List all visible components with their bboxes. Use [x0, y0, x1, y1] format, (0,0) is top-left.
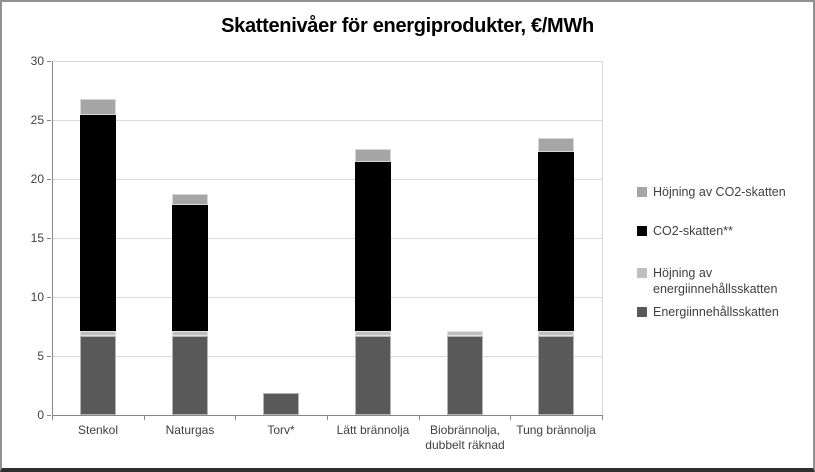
y-axis-label: 25	[30, 113, 44, 127]
x-axis-line	[52, 415, 603, 416]
chart-legend: Höjning av CO2-skatten CO2-skatten** Höjni…	[637, 184, 813, 320]
x-axis-label: Stenkol	[77, 423, 119, 437]
y-axis-tick	[47, 415, 51, 416]
x-axis-tick	[327, 416, 328, 420]
legend-item: Höjning av energiinnehållsskatten	[637, 265, 813, 298]
bar-segment	[447, 331, 483, 336]
gridline	[52, 179, 602, 180]
bar-segment	[172, 336, 208, 415]
bar-segment	[538, 336, 574, 415]
y-axis-label: 0	[37, 408, 44, 422]
x-axis-label: Torv*	[267, 423, 295, 437]
bar-segment	[172, 194, 208, 205]
x-axis-tick	[144, 416, 145, 420]
y-axis-tick	[47, 179, 51, 180]
bar-segment	[355, 149, 391, 162]
bar-segment	[447, 336, 483, 415]
y-axis-tick	[47, 297, 51, 298]
bar-segment	[263, 393, 299, 415]
bar-segment	[80, 336, 116, 415]
legend-label: Energiinnehållsskatten	[653, 305, 779, 319]
y-axis-label: 15	[30, 231, 44, 245]
bar-segment	[355, 331, 391, 336]
y-axis-tick	[47, 61, 51, 62]
y-axis-tick	[47, 120, 51, 121]
x-axis-label: Biobrännolja, dubbelt räknad	[425, 423, 505, 452]
x-axis-label: Lätt brännolja	[336, 423, 410, 437]
legend-label: Höjning av CO2-skatten	[653, 185, 786, 199]
bar-segment	[172, 331, 208, 336]
bar-segment	[538, 138, 574, 152]
bar-segment	[80, 115, 116, 331]
x-axis-tick	[419, 416, 420, 420]
x-axis-tick	[602, 416, 603, 420]
legend-swatch-icon	[637, 267, 647, 278]
legend-swatch-icon	[637, 307, 647, 317]
bar-segment	[80, 331, 116, 336]
gridline	[52, 120, 602, 121]
y-axis-label: 30	[30, 54, 44, 68]
chart-title: Skattenivåer för energiprodukter, €/MWh	[221, 15, 594, 37]
x-axis-tick	[510, 416, 511, 420]
legend-item: Energiinnehållsskatten	[637, 304, 813, 320]
plot-right-border	[602, 61, 603, 415]
bar-segment	[538, 152, 574, 331]
bar-segment	[355, 336, 391, 415]
gridline	[52, 238, 602, 239]
legend-item: CO2-skatten**	[637, 223, 813, 239]
legend-label: Höjning av energiinnehållsskatten	[653, 265, 778, 296]
x-axis-tick	[52, 416, 53, 420]
legend-label: CO2-skatten**	[653, 224, 733, 239]
y-axis-tick	[47, 356, 51, 357]
gridline	[52, 356, 602, 357]
legend-swatch-icon	[637, 226, 647, 237]
y-axis-tick	[47, 238, 51, 239]
x-axis-tick	[235, 416, 236, 420]
y-axis-label: 20	[30, 172, 44, 186]
legend-item: Höjning av CO2-skatten	[637, 184, 813, 200]
bar-segment	[172, 205, 208, 331]
y-axis-line	[52, 61, 53, 416]
bar-segment	[355, 162, 391, 331]
bar-segment	[80, 99, 116, 115]
x-axis-label: Naturgas	[165, 423, 215, 437]
y-axis-label: 5	[37, 349, 44, 363]
gridline	[52, 297, 602, 298]
x-axis-label: Tung brännolja	[516, 423, 596, 437]
bar-segment	[538, 331, 574, 336]
legend-swatch-icon	[637, 187, 647, 197]
y-axis-label: 10	[30, 290, 44, 304]
gridline	[52, 61, 602, 62]
